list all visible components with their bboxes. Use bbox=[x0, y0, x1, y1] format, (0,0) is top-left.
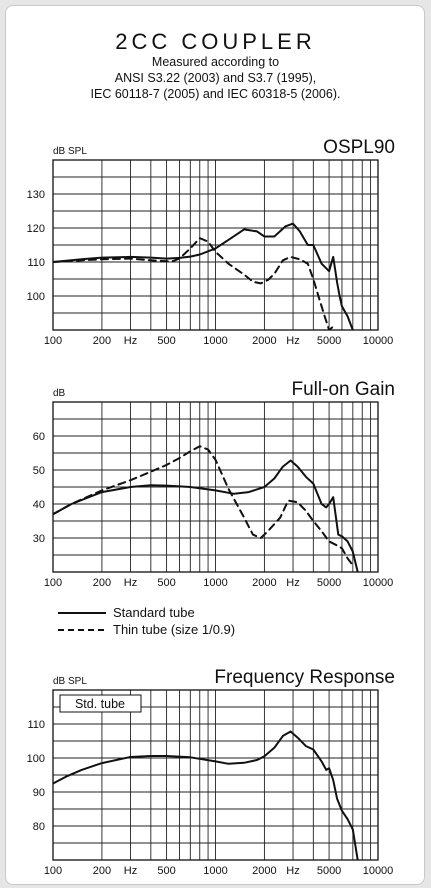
series-line-standard-tube bbox=[53, 222, 354, 330]
series-line-thin-tube bbox=[53, 445, 354, 567]
header-line-3: IEC 60118-7 (2005) and IEC 60318-5 (2006… bbox=[90, 87, 341, 101]
y-tick-label: 110 bbox=[27, 257, 45, 269]
y-tick-label: 30 bbox=[33, 533, 45, 545]
y-tick-label: 100 bbox=[27, 753, 45, 765]
series-line-standard-tube bbox=[53, 459, 359, 572]
series-line-standard-tube bbox=[53, 730, 359, 860]
y-tick-label: 50 bbox=[33, 465, 45, 477]
x-tick-label: 5000 bbox=[317, 865, 341, 877]
series-line-thin-tube bbox=[53, 237, 337, 330]
x-tick-label: 500 bbox=[157, 335, 175, 347]
plot-frame bbox=[52, 689, 379, 861]
x-tick-label: 10000 bbox=[363, 865, 394, 877]
y-tick-label: 130 bbox=[27, 189, 45, 201]
y-tick-label: 60 bbox=[33, 431, 45, 443]
legend-solid-label: Standard tube bbox=[113, 605, 195, 620]
annotation-label: Std. tube bbox=[75, 697, 125, 711]
x-tick-label: 200 bbox=[93, 577, 111, 589]
y-tick-label: 80 bbox=[33, 821, 45, 833]
x-tick-label: Hz bbox=[286, 335, 299, 347]
y-axis-label: dB SPL bbox=[53, 146, 87, 157]
chart-ospl90: 100 110 120 130 100 200 Hz 500 1000 2000 Hz 5000 100… bbox=[27, 137, 395, 347]
x-tick-label: 10000 bbox=[363, 577, 394, 589]
x-tick-label: 2000 bbox=[252, 577, 276, 589]
chart-title: Full-on Gain bbox=[292, 379, 396, 400]
y-tick-label: 120 bbox=[27, 223, 45, 235]
header-line-1: Measured according to bbox=[151, 55, 280, 69]
y-tick-label: 40 bbox=[33, 499, 45, 511]
x-tick-label: Hz bbox=[124, 577, 137, 589]
x-tick-label: 200 bbox=[93, 865, 111, 877]
chart-card bbox=[5, 5, 425, 885]
x-tick-label: 1000 bbox=[203, 335, 227, 347]
y-tick-label: 110 bbox=[27, 719, 45, 731]
x-tick-label: 1000 bbox=[203, 865, 227, 877]
chart-title: OSPL90 bbox=[323, 137, 395, 158]
plot-frame bbox=[52, 159, 379, 331]
annotation-box bbox=[59, 694, 142, 713]
x-tick-label: 200 bbox=[93, 335, 111, 347]
x-tick-label: Hz bbox=[124, 335, 137, 347]
x-tick-label: 500 bbox=[157, 865, 175, 877]
y-axis-label: dB SPL bbox=[53, 676, 87, 687]
x-tick-label: 500 bbox=[157, 577, 175, 589]
header: 2CC COUPLER Measured according to ANSI S… bbox=[0, 30, 431, 102]
legend: Standard tube Thin tube (size 1/0.9) bbox=[58, 605, 235, 637]
x-tick-label: 100 bbox=[44, 865, 62, 877]
x-tick-label: 100 bbox=[44, 335, 62, 347]
chart-full-on-gain: 30 40 50 60 100 200 Hz 500 1000 2000 Hz 5000 10000 dB… bbox=[33, 379, 395, 589]
x-tick-label: 2000 bbox=[252, 335, 276, 347]
plot-frame bbox=[52, 401, 379, 573]
x-tick-label: Hz bbox=[286, 865, 299, 877]
x-tick-label: 5000 bbox=[317, 335, 341, 347]
header-title: 2CC COUPLER bbox=[115, 29, 316, 54]
chart-frequency-response: 80 90 100 110 100 200 Hz 500 1000 2000 Hz 5000 10000… bbox=[27, 667, 395, 877]
y-tick-label: 90 bbox=[33, 787, 45, 799]
legend-dashed-label: Thin tube (size 1/0.9) bbox=[113, 622, 235, 637]
x-tick-label: 2000 bbox=[252, 865, 276, 877]
y-tick-label: 100 bbox=[27, 291, 45, 303]
series-group bbox=[53, 730, 359, 860]
series-group bbox=[53, 445, 359, 572]
x-tick-label: 5000 bbox=[317, 577, 341, 589]
x-tick-label: Hz bbox=[286, 577, 299, 589]
y-axis-label: dB bbox=[53, 388, 66, 399]
chart-title: Frequency Response bbox=[214, 667, 395, 688]
x-tick-label: Hz bbox=[124, 865, 137, 877]
series-group bbox=[53, 222, 354, 330]
x-tick-label: 10000 bbox=[363, 335, 394, 347]
header-line-2: ANSI S3.22 (2003) and S3.7 (1995), bbox=[114, 71, 317, 85]
x-tick-label: 1000 bbox=[203, 577, 227, 589]
x-tick-label: 100 bbox=[44, 577, 62, 589]
